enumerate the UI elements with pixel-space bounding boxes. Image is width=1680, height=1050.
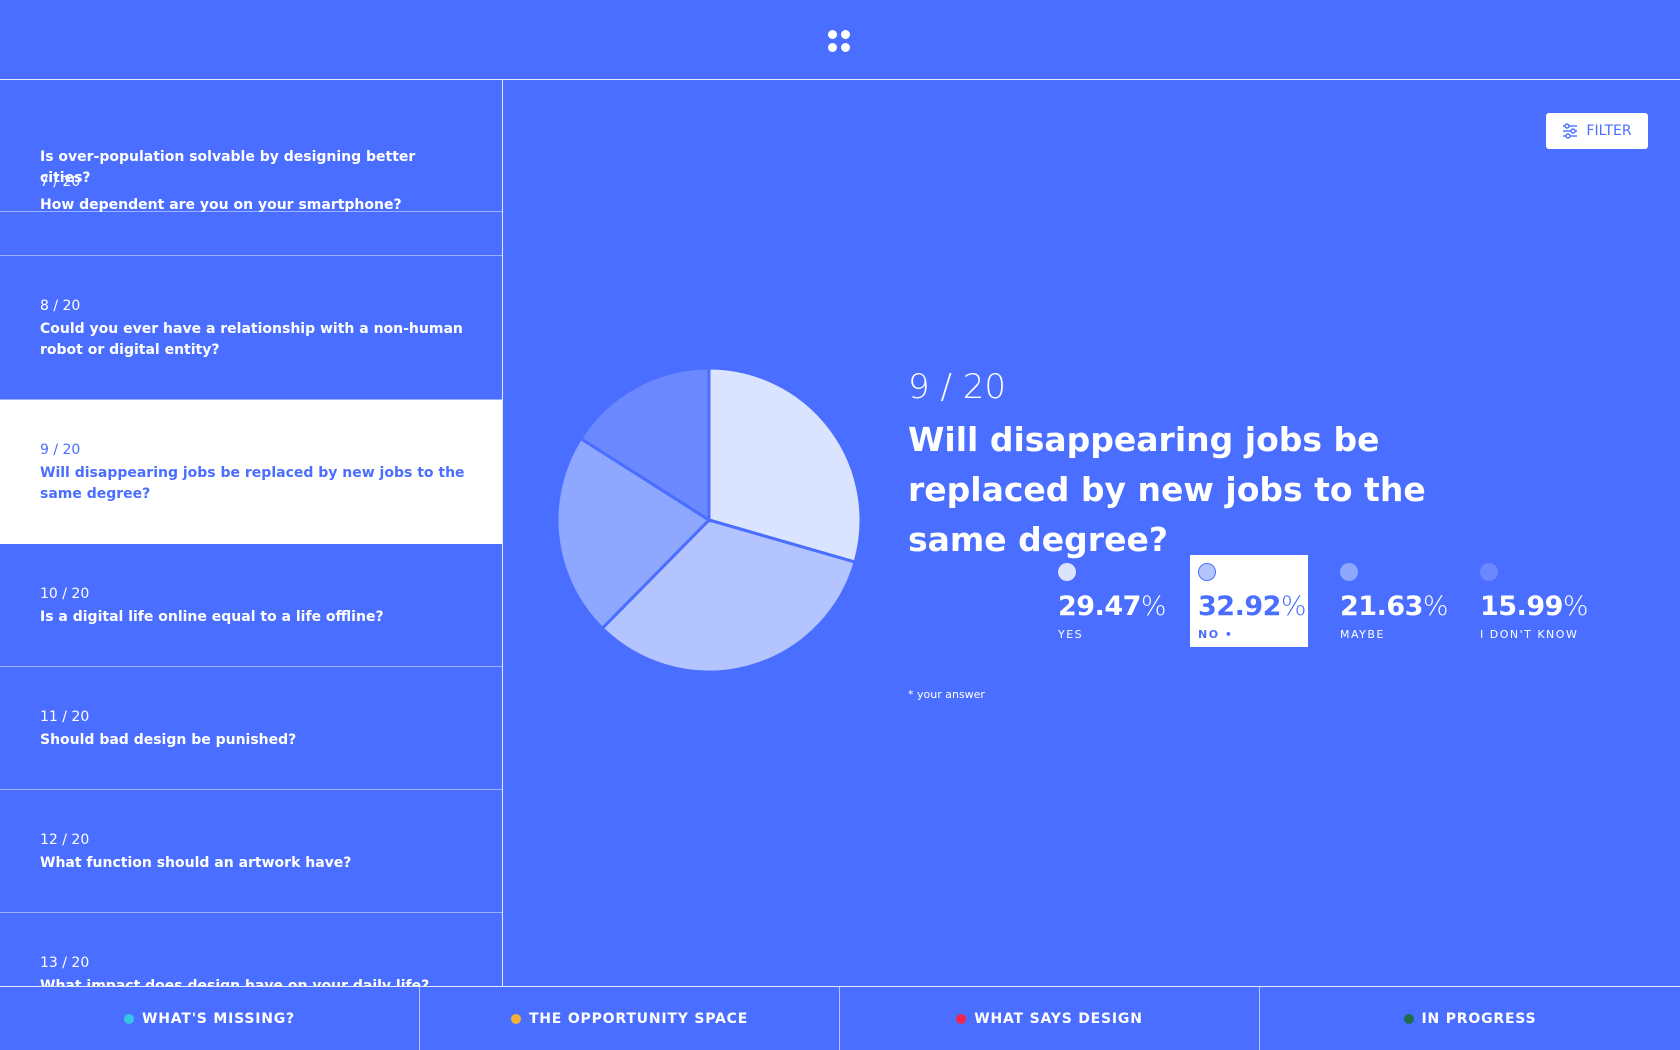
question-text: Is a digital life online equal to a life… [40,609,384,625]
list-item[interactable]: 10 / 20 Is a digital life online equal t… [0,544,502,667]
pie-slice-no [600,518,857,674]
question-number: 11 / 20 [40,709,90,725]
answer-percent: 21.63 [1340,591,1423,622]
question-number: 8 / 20 [40,298,81,314]
tab-dot-icon [956,1013,967,1024]
dont-know-dot-icon [1480,563,1498,581]
tab-label: THE OPPORTUNITY SPACE [528,1010,749,1027]
question-text: What impact does design have on your dai… [40,978,430,986]
pie-slice-maybe [555,436,712,631]
list-item[interactable]: 12 / 20 What function should an artwork … [0,790,502,913]
answer-label: YES [1058,628,1084,641]
answer-percent: 32.92 [1198,591,1281,622]
pie-slice-i-don-t-know [578,366,711,523]
no-dot-icon [1198,563,1216,581]
tab-in-progress[interactable]: IN PROGRESS [1260,987,1680,1050]
answer-label: NO • [1198,628,1234,641]
tab-what-says-design[interactable]: WHAT SAYS DESIGN [840,987,1260,1050]
list-item[interactable]: 11 / 20 Should bad design be punished? [0,667,502,790]
answer-no[interactable]: 32.92% NO • [1190,555,1308,647]
maybe-dot-icon [1340,563,1358,581]
answer-dont-know[interactable]: 15.99% I DON'T KNOW [1472,555,1590,647]
answer-note: * your answer [908,688,985,701]
question-number: 9 / 20 [40,442,81,458]
main-panel: FILTER 9 / 20 Will disappearing jobs be … [504,80,1680,986]
tab-label: WHAT'S MISSING? [142,1010,295,1027]
answer-label: I DON'T KNOW [1480,628,1579,641]
question-text: Should bad design be punished? [40,732,297,748]
sliders-icon [1563,123,1578,139]
list-item[interactable]: Is over-population solvable by designing… [0,80,502,212]
answer-maybe[interactable]: 21.63% MAYBE [1332,555,1450,647]
tab-dot-icon [510,1013,521,1024]
question-text: How dependent are you on your smartphone… [40,197,402,213]
question-text: What function should an artwork have? [40,855,352,871]
answer-label: MAYBE [1340,628,1385,641]
question-number: 12 / 20 [40,832,90,848]
list-item[interactable]: 13 / 20 What impact does design have on … [0,913,502,986]
question-text: Will disappearing jobs be replaced by ne… [40,465,465,502]
pie-slice-yes [707,366,863,564]
question-number: 13 / 20 [40,955,90,971]
answer-percent: 15.99 [1480,591,1563,622]
results-pie-chart [555,366,863,674]
question-title: Will disappearing jobs be replaced by ne… [908,420,1426,559]
grid-dots-icon[interactable] [828,30,852,56]
list-item-active[interactable]: 9 / 20 Will disappearing jobs be replace… [0,400,502,544]
tab-dot-icon [124,1013,135,1024]
question-list[interactable]: Is over-population solvable by designing… [0,80,503,986]
question-number: 9 / 20 [908,367,1006,407]
bottom-nav: WHAT'S MISSING? THE OPPORTUNITY SPACE WH… [0,986,1680,1050]
list-item[interactable]: 8 / 20 Could you ever have a relationshi… [0,256,502,400]
question-number: 7 / 20 [40,174,81,190]
question-text: Could you ever have a relationship with … [40,321,463,358]
yes-dot-icon [1058,563,1076,581]
filter-button[interactable]: FILTER [1546,113,1648,149]
question-text: Is over-population solvable by designing… [40,149,416,186]
answer-yes[interactable]: 29.47% YES [1050,555,1168,647]
question-number: 10 / 20 [40,586,90,602]
top-bar [0,0,1680,80]
tab-dot-icon [1403,1013,1414,1024]
list-item[interactable]: 7 / 20 How dependent are you on your sma… [0,132,502,256]
tab-opportunity-space[interactable]: THE OPPORTUNITY SPACE [420,987,840,1050]
tab-label: WHAT SAYS DESIGN [974,1010,1143,1027]
tab-whats-missing[interactable]: WHAT'S MISSING? [0,987,420,1050]
filter-label: FILTER [1586,123,1632,139]
tab-label: IN PROGRESS [1421,1010,1537,1027]
answer-percent: 29.47 [1058,591,1141,622]
